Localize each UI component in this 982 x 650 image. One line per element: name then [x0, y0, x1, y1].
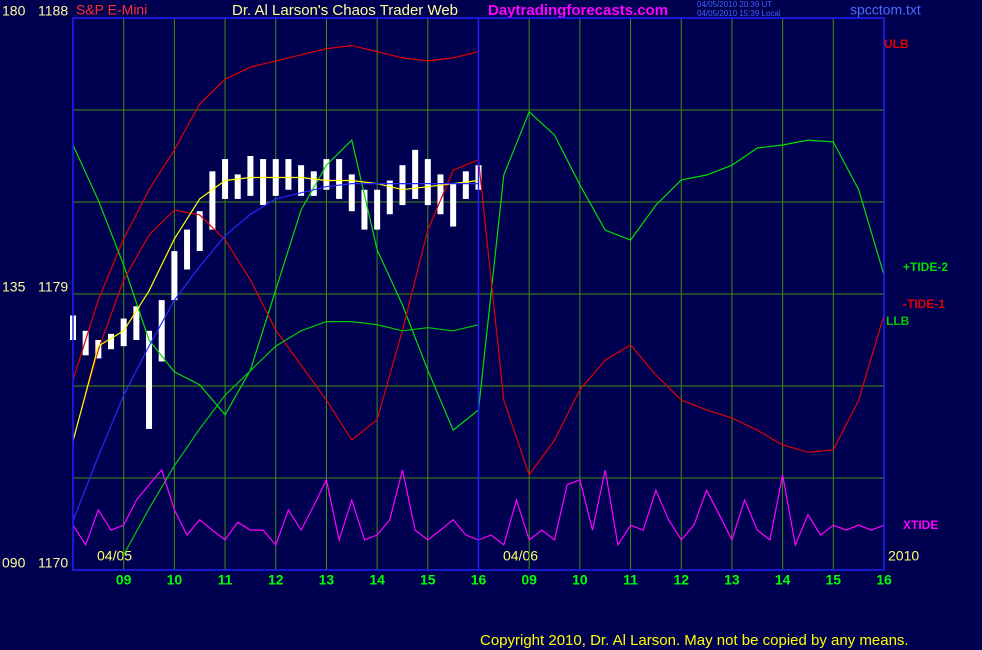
x-tick-label: 15 [826, 572, 842, 588]
price-bar [323, 159, 330, 190]
x-tick-label: 13 [724, 572, 740, 588]
y-tick-label: 1170 [38, 555, 68, 571]
price-bar [462, 171, 469, 199]
series-line [72, 44, 479, 381]
price-bar [82, 330, 89, 356]
price-bar [285, 159, 292, 190]
chart-title: Dr. Al Larson's Chaos Trader Web [232, 2, 458, 19]
series-line [123, 321, 479, 555]
x-tick-label: 10 [572, 572, 588, 588]
x-tick-label: 16 [471, 572, 487, 588]
price-bar [260, 159, 267, 206]
price-bar [361, 189, 368, 230]
x-tick-label: 15 [420, 572, 436, 588]
price-bar [234, 174, 241, 199]
website: Daytradingforecasts.com [488, 2, 668, 19]
x-tick-label: 12 [268, 572, 284, 588]
x-tick-label: 14 [775, 572, 791, 588]
x-tick-label: 09 [116, 572, 132, 588]
plot-border [72, 17, 885, 571]
price-bar [146, 330, 153, 429]
date-label: 2010 [888, 548, 919, 564]
x-tick-label: 16 [876, 572, 892, 588]
y2-tick-label: 135 [2, 279, 26, 295]
legend-label: +TIDE-2 [903, 260, 948, 274]
x-tick-label: 14 [369, 572, 385, 588]
symbol: S&P E-Mini [76, 2, 147, 18]
price-bar [437, 174, 444, 215]
timestamp: 04/05/2010 20:39 UT [697, 0, 772, 9]
price-bar [196, 211, 203, 252]
price-bar [222, 159, 229, 199]
price-bar [108, 333, 115, 350]
price-bar [424, 159, 431, 206]
y-tick-label: 1179 [38, 279, 68, 295]
price-bar [158, 300, 165, 362]
price-bar [348, 174, 355, 212]
price-bar [171, 251, 178, 301]
x-tick-label: 11 [623, 572, 638, 588]
price-bar [184, 229, 191, 270]
price-bar [298, 165, 305, 196]
y-tick-label: 1188 [38, 3, 68, 19]
legend-label: LLB [886, 314, 910, 328]
x-tick-label: 09 [521, 572, 537, 588]
price-bar [374, 189, 381, 230]
price-bar [120, 318, 127, 347]
legend-label: XTIDE [903, 518, 938, 532]
price-bar [450, 183, 457, 227]
price-bar [412, 149, 419, 199]
filename: spcctom.txt [850, 2, 921, 18]
date-label: 04/06 [503, 548, 538, 564]
copyright: Copyright 2010, Dr. Al Larson. May not b… [480, 632, 909, 649]
price-bar [133, 306, 140, 340]
legend-label: -TIDE-1 [903, 297, 945, 311]
y2-tick-label: 090 [2, 555, 26, 571]
price-bar [386, 180, 393, 215]
y2-tick-label: 180 [2, 3, 26, 19]
price-bar [336, 159, 343, 199]
price-bar [209, 171, 216, 230]
timestamp: 04/05/2010 15:39 Local [697, 9, 781, 18]
date-label: 04/05 [97, 548, 132, 564]
price-bar [247, 156, 254, 196]
price-bar [399, 165, 406, 206]
price-bar [310, 171, 317, 196]
series-line [72, 183, 479, 522]
x-tick-label: 10 [167, 572, 183, 588]
series-line [72, 176, 479, 442]
legend-label: ULB [884, 37, 909, 51]
x-tick-label: 11 [218, 572, 233, 588]
x-tick-label: 12 [673, 572, 689, 588]
x-tick-label: 13 [319, 572, 335, 588]
